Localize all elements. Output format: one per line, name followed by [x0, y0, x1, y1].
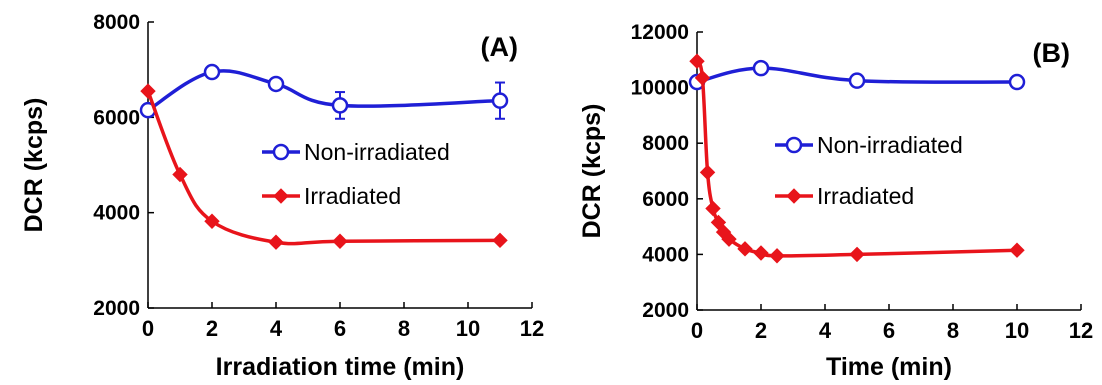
data-point — [738, 242, 752, 256]
x-tick-label: 10 — [1005, 318, 1029, 343]
series-line — [697, 61, 1017, 256]
data-point — [205, 65, 219, 79]
x-tick-label: 0 — [691, 318, 703, 343]
data-point — [706, 202, 720, 216]
data-point — [333, 98, 347, 112]
y-tick-label: 2000 — [642, 299, 689, 322]
y-tick-label: 8000 — [642, 132, 689, 155]
y-tick-label: 6000 — [642, 188, 689, 211]
x-tick-label: 0 — [142, 316, 154, 341]
panel-label: (A) — [481, 32, 518, 62]
series-non-irradiated: Non-irradiated — [690, 61, 1024, 158]
data-point — [754, 61, 768, 75]
chart-panel-2: 2000 4000 6000 8000 10000 12000 0 2 4 6 8 10 12 Time … — [578, 21, 1093, 381]
y-axis-title: DCR (kcps) — [20, 98, 48, 233]
series-irradiated: Irradiated — [141, 84, 507, 249]
y-tick-label: 10000 — [631, 77, 689, 100]
data-point — [701, 165, 715, 179]
data-point — [754, 246, 768, 260]
panel-label: (B) — [1033, 38, 1070, 68]
data-point — [1010, 75, 1024, 89]
x-tick-label: 10 — [456, 316, 480, 341]
x-tick-label: 12 — [1069, 318, 1093, 343]
legend-marker — [274, 145, 288, 159]
legend-marker — [787, 189, 801, 203]
data-point — [173, 168, 187, 182]
data-point — [141, 84, 155, 98]
x-tick-label: 2 — [755, 318, 767, 343]
x-tick-label: 4 — [270, 316, 283, 341]
x-tick-label: 12 — [520, 316, 544, 341]
data-point — [850, 74, 864, 88]
y-axis-title: DCR (kcps) — [578, 104, 606, 239]
y-tick-label: 4000 — [642, 243, 689, 266]
x-axis-title: Time (min) — [826, 353, 952, 381]
x-tick-label: 2 — [206, 316, 218, 341]
legend-label: Irradiated — [817, 183, 914, 209]
y-tick-label: 8000 — [93, 11, 140, 34]
x-tick-label: 6 — [883, 318, 895, 343]
y-tick-label: 2000 — [93, 297, 140, 320]
y-tick-label: 6000 — [93, 106, 140, 129]
x-tick-label: 6 — [334, 316, 346, 341]
legend-label: Non-irradiated — [304, 139, 450, 165]
data-point — [1010, 243, 1024, 257]
x-tick-label: 8 — [947, 318, 959, 343]
data-point — [493, 233, 507, 247]
legend-label: Non-irradiated — [817, 132, 963, 158]
legend-label: Irradiated — [304, 183, 401, 209]
legend-marker — [274, 189, 288, 203]
data-point — [269, 235, 283, 249]
data-point — [850, 247, 864, 261]
chart-panel-1: 2000 4000 6000 8000 0 2 4 6 8 10 12 Irradiation tim… — [20, 11, 544, 381]
series-line — [148, 71, 500, 110]
series-line — [148, 91, 500, 244]
legend-marker — [787, 138, 801, 152]
data-point — [770, 249, 784, 263]
data-point — [333, 234, 347, 248]
data-point — [493, 94, 507, 108]
series-non-irradiated: Non-irradiated — [141, 65, 507, 165]
x-tick-label: 4 — [819, 318, 832, 343]
data-point — [269, 77, 283, 91]
y-tick-label: 12000 — [631, 21, 689, 44]
y-tick-label: 4000 — [93, 202, 140, 225]
x-tick-label: 8 — [398, 316, 410, 341]
x-axis-title: Irradiation time (min) — [216, 353, 465, 381]
